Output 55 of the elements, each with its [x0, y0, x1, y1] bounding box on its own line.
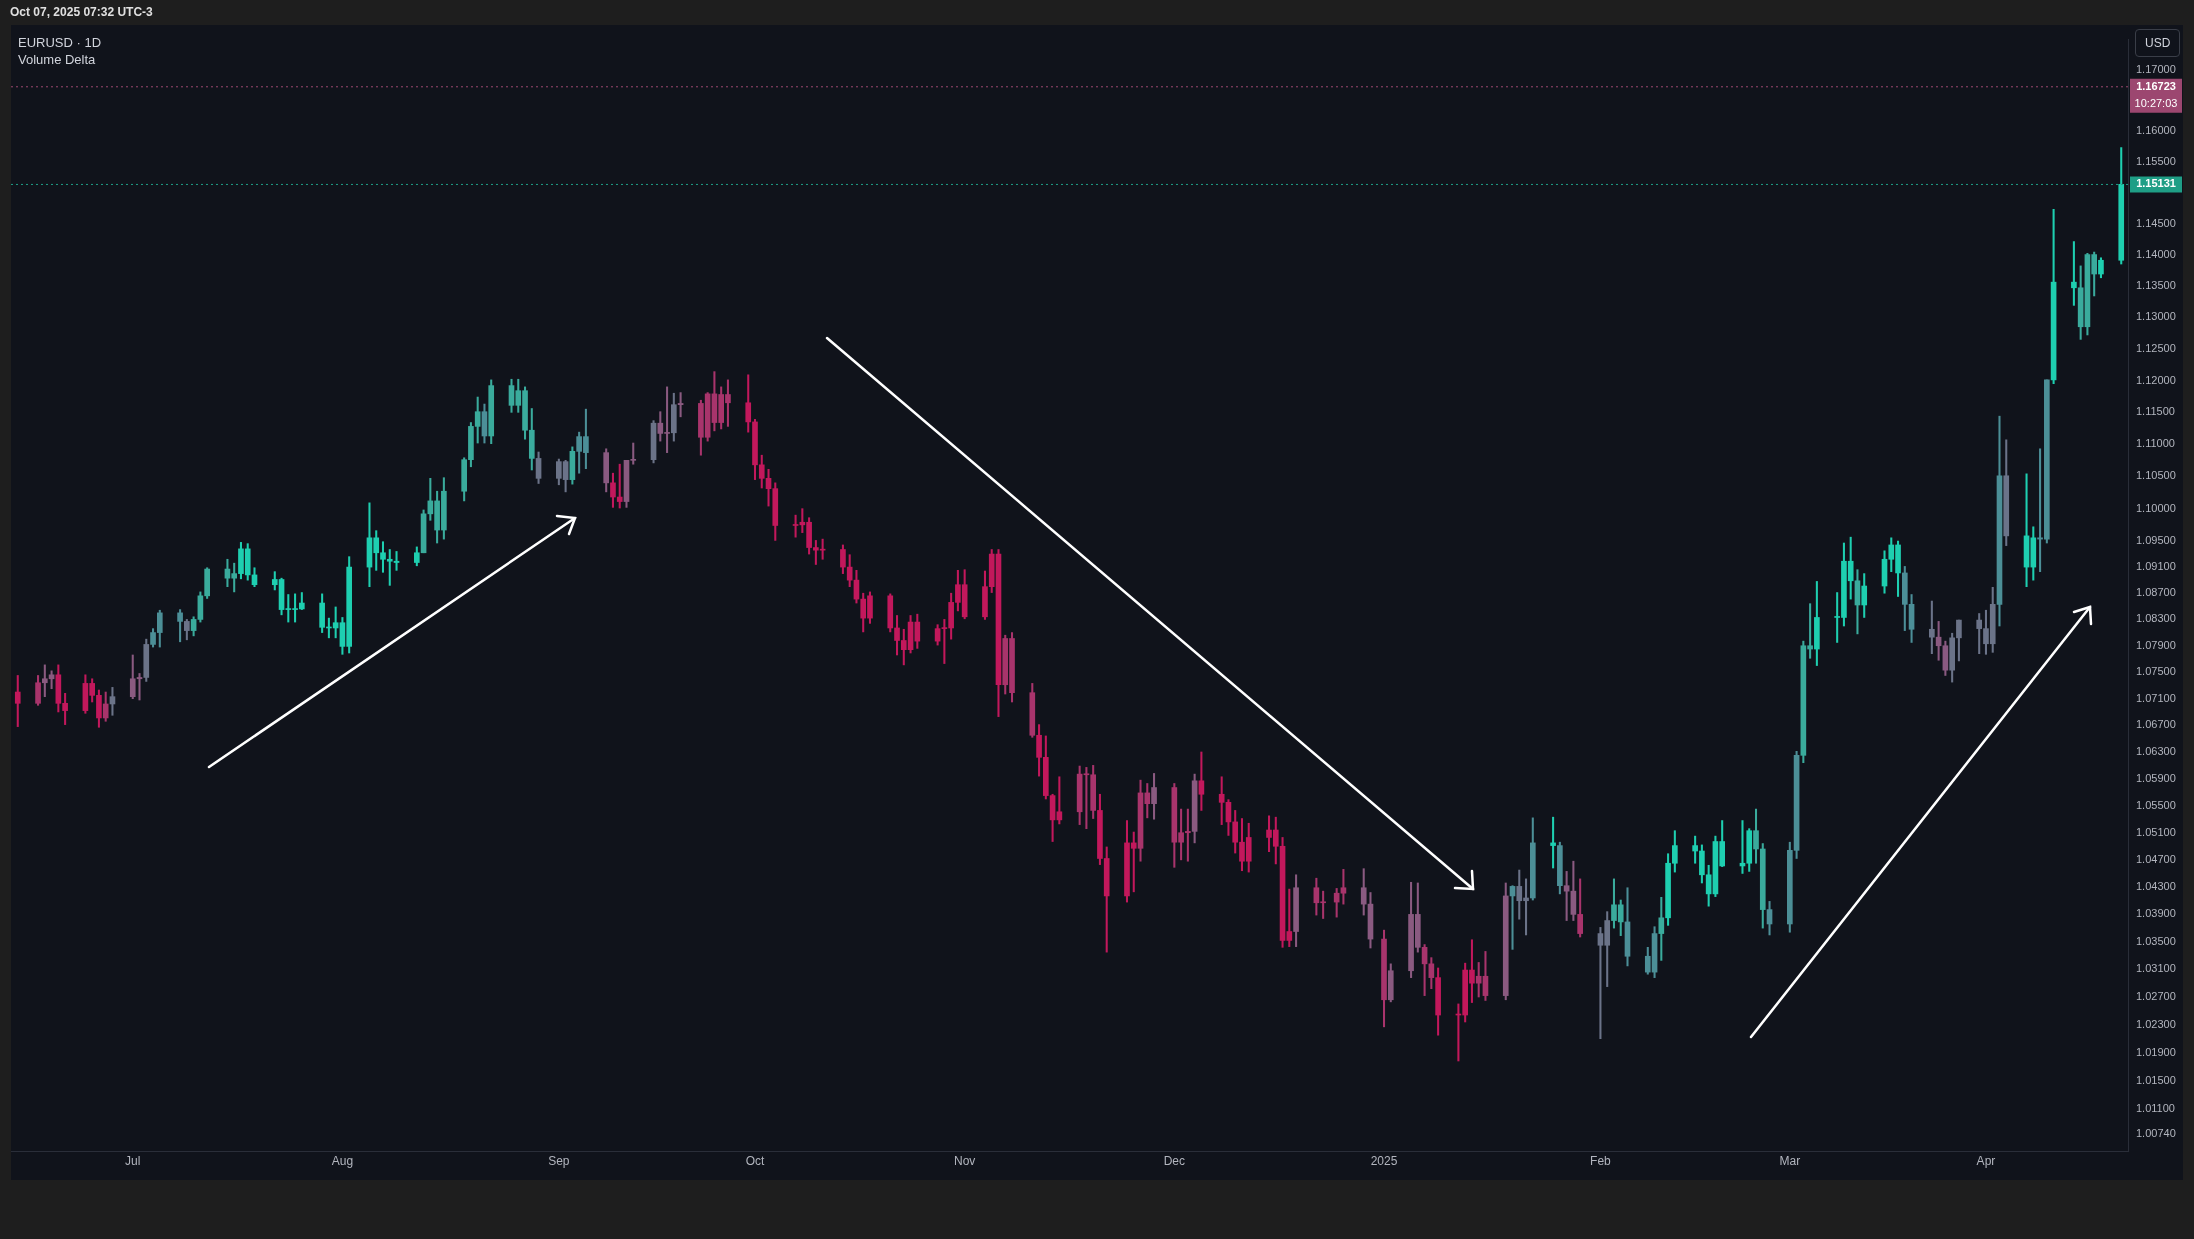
candlestick	[677, 392, 684, 418]
y-tick-label: 1.17000	[2136, 62, 2176, 75]
text: Oct 07, 2025 07:32 UTC-3	[10, 5, 153, 19]
x-tick-label: Aug	[331, 1153, 354, 1168]
chart-title: EURUSD · 1D	[18, 35, 102, 50]
x-tick-label: Nov	[953, 1153, 976, 1168]
y-tick-label: 1.12500	[2136, 341, 2176, 354]
y-tick-label: 1.04700	[2136, 852, 2176, 865]
y-tick-label: 1.01900	[2136, 1045, 2176, 1058]
x-tick-label: Mar	[1779, 1153, 1801, 1168]
y-tick-label: 1.09100	[2136, 560, 2176, 573]
y-tick-label: 1.03900	[2136, 907, 2176, 920]
y-tick-label: 1.03100	[2136, 962, 2176, 975]
y-tick-label: 1.13000	[2136, 310, 2176, 323]
y-tick-label: 1.06700	[2136, 718, 2176, 731]
ref-line-label: 1.15131	[2136, 177, 2176, 190]
y-tick-label: 1.07900	[2136, 638, 2176, 651]
y-tick-label: 1.02300	[2136, 1017, 2176, 1030]
y-tick-label: 1.10000	[2136, 501, 2176, 514]
y-tick-label: 1.09500	[2136, 534, 2176, 547]
y-tick-label: 1.06300	[2136, 745, 2176, 758]
text: 10:27:03	[2134, 96, 2178, 109]
y-tick-label: 1.05100	[2136, 825, 2176, 838]
x-tick-label: Apr	[1976, 1153, 1996, 1168]
x-tick-label: Jul	[125, 1153, 141, 1168]
y-tick-label: 1.07100	[2136, 691, 2176, 704]
x-tick-label: Dec	[1163, 1153, 1186, 1168]
y-tick-label: 1.05500	[2136, 798, 2176, 811]
text: USD	[2135, 29, 2181, 57]
y-tick-label: 1.11000	[2136, 437, 2175, 450]
y-tick-label: 1.08300	[2136, 612, 2176, 625]
y-tick-label: 1.12000	[2136, 373, 2176, 386]
y-tick-label: 1.13500	[2136, 278, 2176, 291]
ref-line-label: 1.16723	[2136, 79, 2176, 92]
x-tick-label: Oct	[745, 1153, 765, 1168]
x-tick-label: Sep	[548, 1153, 570, 1168]
x-tick-label: Feb	[1590, 1153, 1612, 1168]
text: Volume Delta	[18, 52, 96, 67]
y-tick-label: 1.15500	[2136, 154, 2176, 167]
y-tick-label: 1.02700	[2136, 990, 2176, 1003]
y-tick-label: 1.16000	[2136, 124, 2176, 136]
y-tick-label: 1.11500	[2136, 405, 2175, 418]
y-tick-label: 1.14000	[2136, 247, 2176, 260]
y-tick-label: 1.01100	[2136, 1101, 2175, 1114]
y-tick-label: 1.14500	[2136, 216, 2176, 229]
y-tick-label: 1.03500	[2136, 934, 2176, 947]
x-tick-label: 2025	[1370, 1153, 1398, 1168]
candlestick	[1550, 816, 1556, 869]
y-tick-label: 1.07500	[2136, 665, 2176, 678]
y-tick-label: 1.10500	[2136, 469, 2176, 482]
y-tick-label: 1.05900	[2136, 771, 2176, 784]
y-tick-label: 1.01500	[2136, 1073, 2176, 1086]
y-tick-label: 1.04300	[2136, 880, 2176, 893]
y-tick-label: 1.00740	[2136, 1127, 2176, 1140]
y-tick-label: 1.08700	[2136, 586, 2176, 599]
